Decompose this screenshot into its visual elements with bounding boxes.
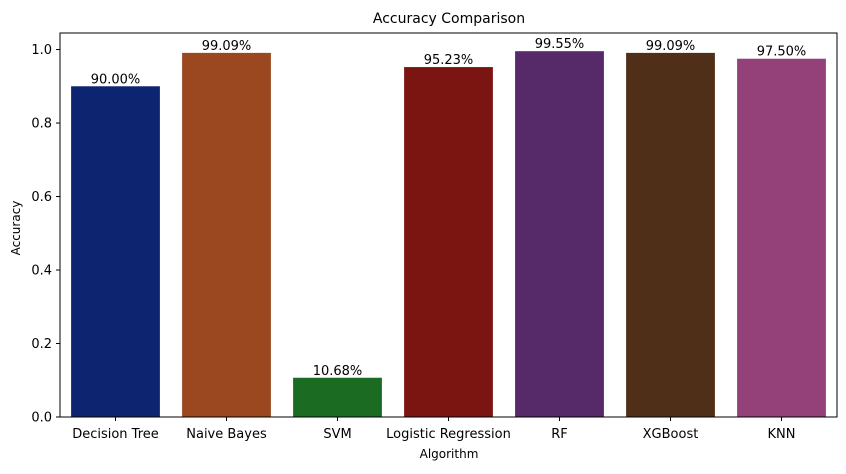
data-labels-layer: 90.00% 99.09% 10.68% 95.23% 99.55% 99.09% 97.5… bbox=[91, 37, 807, 379]
bar-1 bbox=[182, 52, 271, 417]
bar-value-label: 90.00% bbox=[91, 72, 141, 87]
y-axis: 0.0 0.2 0.4 0.6 0.8 1.0 bbox=[31, 43, 60, 426]
y-tick-label: 0.4 bbox=[31, 264, 52, 279]
bar-3 bbox=[404, 67, 493, 417]
bar-2 bbox=[293, 377, 382, 417]
bars-layer bbox=[71, 51, 826, 418]
bar-0 bbox=[71, 86, 160, 418]
bar-value-label: 95.23% bbox=[424, 53, 474, 68]
chart-title: Accuracy Comparison bbox=[373, 11, 525, 27]
x-tick-label: SVM bbox=[323, 427, 351, 442]
y-tick-label: 0.0 bbox=[31, 411, 52, 426]
bar-value-label: 99.55% bbox=[535, 37, 585, 52]
bar-value-label: 99.09% bbox=[646, 39, 696, 54]
x-tick-label: XGBoost bbox=[643, 427, 699, 442]
y-tick-label: 1.0 bbox=[31, 43, 52, 58]
x-axis-label: Algorithm bbox=[420, 447, 479, 461]
y-tick-label: 0.2 bbox=[31, 337, 52, 352]
x-tick-label: Decision Tree bbox=[72, 427, 159, 442]
x-tick-label: RF bbox=[551, 427, 568, 442]
bar-value-label: 97.50% bbox=[757, 45, 807, 60]
bar-5 bbox=[626, 52, 715, 417]
bar-4 bbox=[515, 51, 604, 417]
x-tick-label: KNN bbox=[768, 427, 796, 442]
bar-value-label: 99.09% bbox=[202, 39, 252, 54]
x-axis: Decision Tree Naive Bayes SVM Logistic Regr… bbox=[72, 417, 795, 442]
plot-frame bbox=[59, 32, 838, 418]
y-axis-label: Accuracy bbox=[9, 201, 23, 256]
bar-value-label: 10.68% bbox=[313, 364, 363, 379]
x-tick-label: Logistic Regression bbox=[386, 427, 511, 442]
bar-6 bbox=[737, 58, 826, 418]
y-tick-label: 0.8 bbox=[31, 117, 52, 132]
y-tick-label: 0.6 bbox=[31, 190, 52, 205]
x-tick-label: Naive Bayes bbox=[186, 427, 267, 442]
